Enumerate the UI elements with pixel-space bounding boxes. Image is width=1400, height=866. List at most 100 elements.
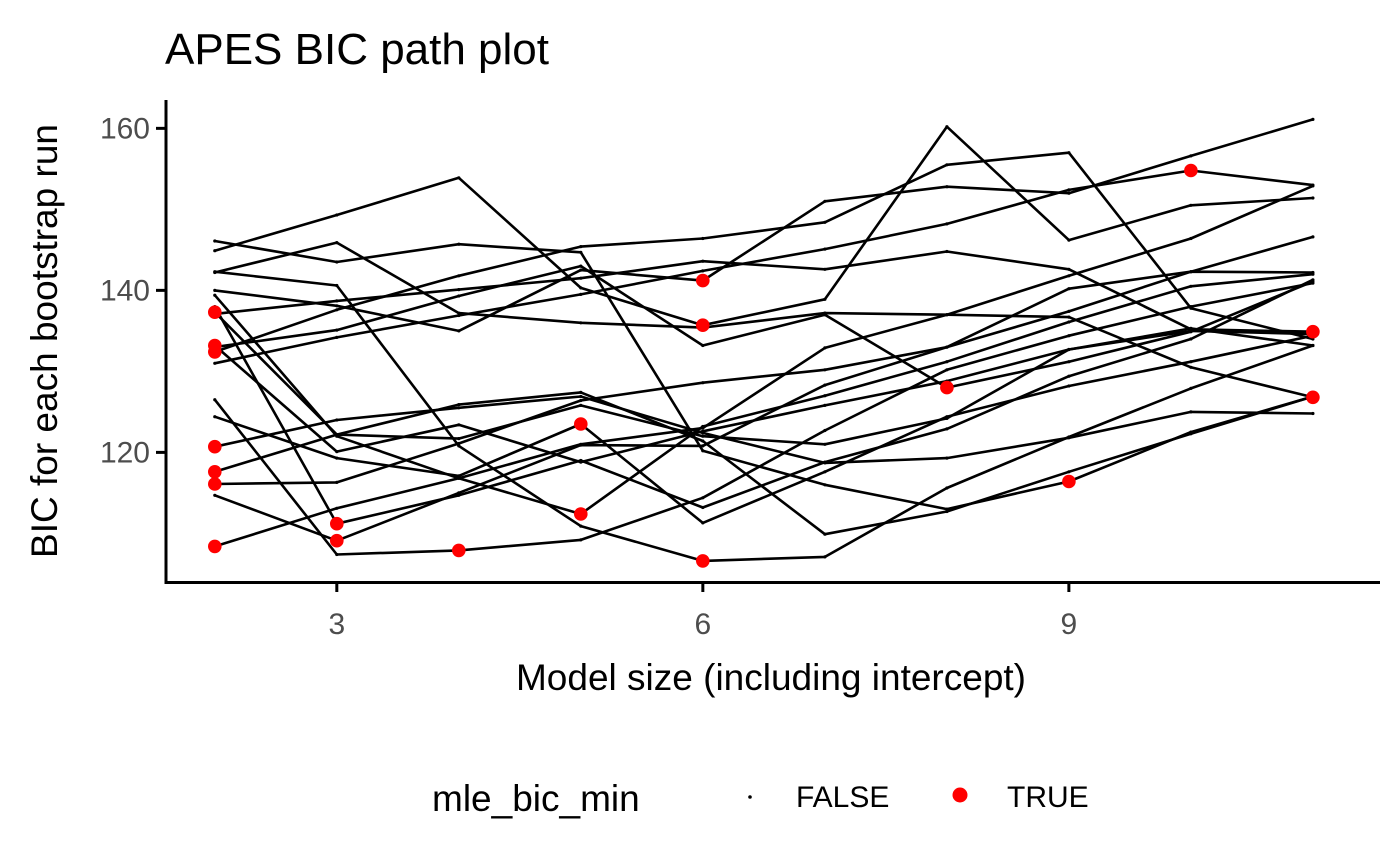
data-point-6-8 <box>1067 274 1071 278</box>
series-line-12 <box>214 241 1314 399</box>
data-point-20-7 <box>945 249 949 254</box>
data-point-15-3 <box>457 441 461 446</box>
y-tick-label-140: 140 <box>100 274 150 307</box>
data-point-8-3 <box>457 476 461 480</box>
legend: mle_bic_min FALSE TRUE <box>432 778 1089 819</box>
min-point-20-10 <box>1306 324 1320 339</box>
data-point-7-6 <box>823 460 827 464</box>
data-point-8-9 <box>1189 284 1193 288</box>
data-point-5-7 <box>945 509 949 514</box>
data-point-16-4 <box>579 264 583 268</box>
series-line-6 <box>214 184 1314 548</box>
data-point-12-1 <box>213 270 217 275</box>
data-point-12-7 <box>945 313 949 317</box>
data-point-16-8 <box>1067 360 1071 364</box>
data-point-2-3 <box>457 423 461 427</box>
data-point-20-8 <box>1067 267 1071 271</box>
data-point-15-8 <box>1067 309 1071 313</box>
data-point-11-9 <box>1189 203 1193 207</box>
data-point-17-6 <box>823 383 827 387</box>
data-point-16-3 <box>457 294 461 298</box>
data-point-8-2 <box>335 434 339 438</box>
data-point-17-10 <box>1311 235 1315 239</box>
min-point-16-7 <box>940 380 954 395</box>
data-point-19-3 <box>457 313 461 318</box>
data-point-18-1 <box>213 288 217 292</box>
data-point-18-4 <box>579 268 583 272</box>
series-line-4 <box>214 395 1313 465</box>
min-point-12-10 <box>1306 390 1320 405</box>
data-point-9-2 <box>335 260 339 264</box>
data-point-3-2 <box>335 308 339 312</box>
data-point-20-2 <box>335 299 339 303</box>
series-line-18 <box>214 118 1314 333</box>
data-point-17-8 <box>1067 287 1071 291</box>
min-point-6-1 <box>208 539 222 554</box>
data-point-8-7 <box>945 360 949 364</box>
data-point-19-6 <box>823 247 827 251</box>
data-point-13-5 <box>701 496 705 500</box>
data-point-13-4 <box>579 538 583 542</box>
series-line-7 <box>213 278 1314 526</box>
legend-key-false <box>748 795 752 799</box>
data-point-15-4 <box>579 398 583 403</box>
legend-label-false: FALSE <box>796 781 889 814</box>
min-point-18-5 <box>696 273 710 288</box>
data-point-20-6 <box>823 267 827 271</box>
data-point-3-4 <box>579 245 583 249</box>
data-point-12-2 <box>335 241 339 245</box>
data-point-7-5 <box>701 505 705 510</box>
data-point-14-8 <box>1067 384 1071 388</box>
data-point-9-1 <box>213 239 217 243</box>
data-point-10-7 <box>945 486 949 490</box>
data-point-5-8 <box>1067 470 1071 474</box>
data-point-12-8 <box>1067 315 1071 319</box>
data-point-19-1 <box>213 361 217 365</box>
data-point-14-9 <box>1189 360 1193 364</box>
legend-key-true <box>952 787 968 803</box>
data-point-20-5 <box>701 259 705 263</box>
min-point-17-2 <box>330 533 344 548</box>
data-point-19-4 <box>579 292 583 296</box>
data-point-4-5 <box>701 431 705 435</box>
x-tick-label-9: 9 <box>1061 608 1078 641</box>
series-line-9 <box>214 239 1314 511</box>
data-point-17-1 <box>213 493 217 497</box>
min-point-15-1 <box>208 477 222 491</box>
data-point-18-10 <box>1311 117 1315 121</box>
data-point-6-6 <box>823 346 827 350</box>
data-point-3-8 <box>1067 151 1071 155</box>
series-points-layer <box>208 163 1320 568</box>
series-line-13 <box>213 281 1314 556</box>
series-line-8 <box>213 272 1314 516</box>
data-point-1-3 <box>457 437 461 441</box>
data-point-1-5 <box>701 434 705 438</box>
legend-label-true: TRUE <box>1007 781 1089 814</box>
min-point-5-1 <box>208 465 222 479</box>
data-point-20-9 <box>1189 327 1193 331</box>
data-point-8-6 <box>823 394 827 398</box>
min-point-7-2 <box>330 516 344 531</box>
x-tick-label-3: 3 <box>328 608 345 641</box>
min-point-10-5 <box>696 554 710 568</box>
series-lines-layer <box>213 117 1315 563</box>
data-point-15-2 <box>335 480 339 484</box>
data-point-15-10 <box>1311 270 1315 275</box>
min-point-8-4 <box>574 507 588 521</box>
min-point-4-1 <box>208 439 222 454</box>
data-point-4-10 <box>1311 411 1315 416</box>
data-point-11-3 <box>457 176 461 180</box>
data-point-10-6 <box>823 555 827 559</box>
data-point-18-6 <box>823 199 827 203</box>
data-point-1-4 <box>579 403 583 407</box>
series-line-19 <box>214 169 1314 365</box>
data-point-4-3 <box>457 406 461 410</box>
min-point-14-4 <box>574 417 588 431</box>
data-point-8-1 <box>213 293 217 297</box>
data-point-20-4 <box>579 276 583 280</box>
x-tick-label-6: 6 <box>695 608 712 641</box>
data-point-18-7 <box>945 185 949 189</box>
data-point-11-2 <box>335 213 339 217</box>
data-point-9-3 <box>457 242 461 246</box>
